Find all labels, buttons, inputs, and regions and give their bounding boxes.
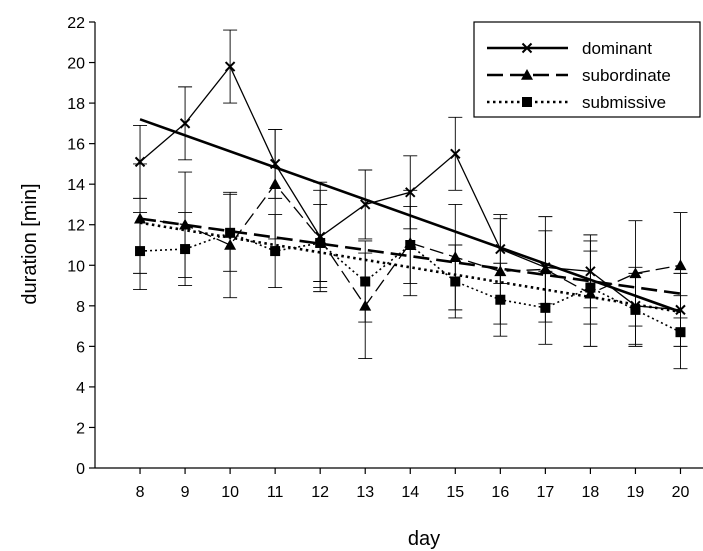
- y-tick-label-6: 6: [76, 339, 85, 356]
- point-dominant-11: [269, 158, 281, 170]
- point-dominant-10: [224, 61, 236, 72]
- y-tick-label-0: 0: [76, 461, 85, 478]
- x-tick-label-12: 12: [311, 484, 329, 501]
- point-dominant-9: [179, 118, 191, 129]
- point-subordinate-15: [449, 251, 462, 262]
- y-tick-label-16: 16: [67, 137, 85, 154]
- trend-line-dominant: [139, 118, 681, 314]
- point-dominant-16: [495, 243, 506, 255]
- point-subordinate-18: [584, 287, 597, 299]
- legend-marker-subordinate: [521, 69, 533, 80]
- x-tick-label-9: 9: [181, 484, 190, 501]
- y-axis-title: duration [min]: [19, 183, 41, 304]
- point-subordinate-16: [494, 265, 507, 277]
- point-dominant-14: [405, 187, 416, 198]
- y-tick-label-4: 4: [76, 380, 85, 397]
- y-tick-label-22: 22: [67, 15, 85, 32]
- legend-label-dominant: dominant: [582, 39, 652, 58]
- y-tick-label-8: 8: [76, 299, 85, 316]
- point-submissive-20: [675, 327, 686, 338]
- point-dominant-8: [134, 156, 146, 168]
- point-dominant-20: [675, 304, 686, 316]
- y-tick-label-14: 14: [67, 177, 85, 194]
- point-submissive-13: [360, 276, 371, 287]
- point-submissive-18: [585, 282, 596, 293]
- y-tick-label-10: 10: [67, 258, 85, 275]
- legend-label-subordinate: subordinate: [582, 66, 671, 85]
- point-subordinate-20: [674, 259, 687, 271]
- point-submissive-14: [405, 240, 416, 250]
- point-submissive-15: [450, 276, 461, 287]
- legend-marker-submissive: [522, 97, 532, 107]
- y-tick-label-20: 20: [67, 56, 85, 73]
- y-tick-label-18: 18: [67, 96, 85, 113]
- axes: 0 2 4 6 8 10 12 14 16 18 20 22 8 9 10 11 12 13 14 15 16 17 18 1…: [67, 15, 703, 501]
- point-subordinate-13: [359, 299, 372, 311]
- series-markers: [134, 61, 687, 338]
- point-submissive-17: [540, 302, 551, 313]
- x-tick-label-16: 16: [491, 484, 509, 501]
- x-tick-label-17: 17: [536, 484, 554, 501]
- point-submissive-16: [495, 294, 506, 305]
- x-tick-label-11: 11: [267, 484, 284, 501]
- x-tick-label-13: 13: [356, 484, 374, 501]
- point-submissive-11: [270, 246, 281, 257]
- point-dominant-18: [585, 266, 596, 277]
- point-subordinate-8: [134, 212, 147, 224]
- point-submissive-10: [225, 227, 236, 238]
- point-submissive-9: [180, 244, 191, 255]
- x-tick-label-15: 15: [446, 484, 464, 501]
- x-axis-title: day: [408, 528, 440, 550]
- legend-marker-dominant: [521, 42, 533, 54]
- point-subordinate-9: [179, 218, 192, 230]
- point-submissive-12: [315, 237, 326, 248]
- legend-label-submissive: submissive: [582, 93, 666, 112]
- point-dominant-13: [360, 199, 371, 210]
- y-tick-label-2: 2: [76, 420, 85, 437]
- point-submissive-8: [135, 246, 146, 257]
- point-subordinate-19: [629, 267, 642, 279]
- point-subordinate-17: [539, 263, 552, 275]
- point-subordinate-11: [269, 178, 282, 189]
- point-dominant-15: [450, 148, 461, 159]
- x-tick-label-14: 14: [401, 484, 419, 501]
- x-tick-label-8: 8: [136, 484, 145, 501]
- x-tick-label-18: 18: [582, 484, 600, 501]
- y-tick-label-12: 12: [67, 218, 85, 235]
- legend: dominant subordinate submissive: [473, 21, 701, 118]
- x-tick-label-20: 20: [672, 484, 690, 501]
- point-subordinate-10: [224, 239, 237, 250]
- x-tick-label-10: 10: [221, 484, 239, 501]
- point-submissive-19: [630, 304, 641, 315]
- x-tick-label-19: 19: [627, 484, 645, 501]
